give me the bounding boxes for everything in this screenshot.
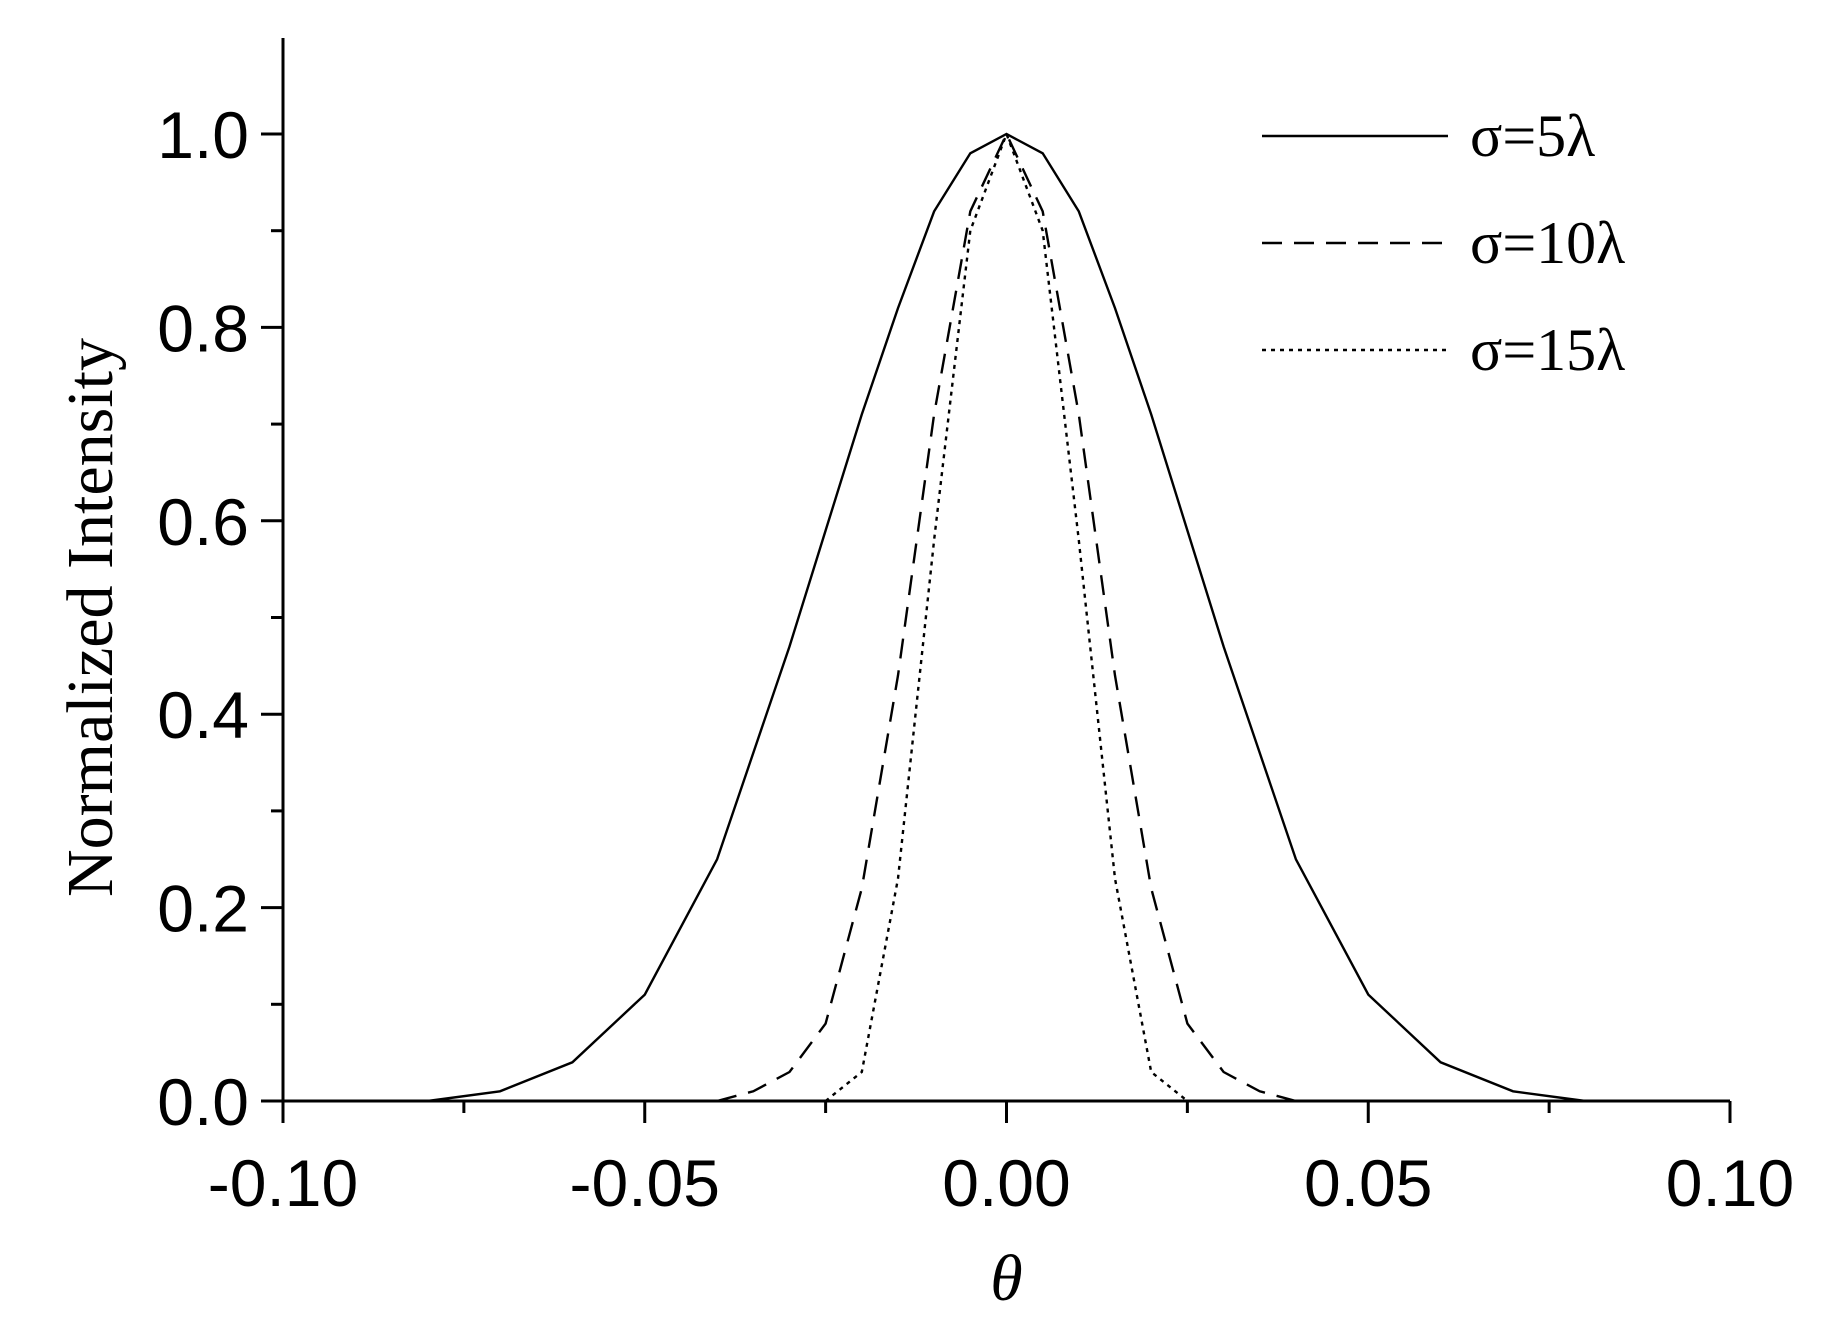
series-line-1	[427, 132, 1586, 1103]
y-tick-label: 0.2	[157, 872, 249, 946]
legend: σ=5λ σ=10λ σ=15λ	[1262, 103, 1625, 383]
x-tick-label: 0.05	[1304, 1146, 1432, 1220]
chart-axes: -0.10 -0.05 0.00 0.05 0.10 0.0 0.2 0.4 0.6 0.8 1.0	[157, 38, 1794, 1220]
legend-label: σ=15λ	[1470, 317, 1625, 383]
x-axis-title: θ	[990, 1242, 1022, 1315]
y-tick-label: 0.6	[157, 485, 249, 559]
series-line-2	[716, 131, 1297, 1103]
y-tick-label: 1.0	[157, 98, 249, 172]
series-layer	[427, 130, 1586, 1103]
legend-label: σ=10λ	[1470, 210, 1625, 276]
x-tick-label: -0.05	[570, 1146, 720, 1220]
y-tick-label: 0.8	[157, 291, 249, 365]
x-tick-label: 0.10	[1666, 1146, 1794, 1220]
x-tick-label: -0.10	[208, 1146, 358, 1220]
series-line-3	[824, 130, 1189, 1102]
y-tick-label: 0.4	[157, 678, 249, 752]
x-tick-label: 0.00	[942, 1146, 1070, 1220]
legend-label: σ=5λ	[1470, 103, 1595, 169]
y-axis-title: Normalized Intensity	[54, 338, 127, 897]
y-tick-label: 0.0	[157, 1065, 249, 1139]
